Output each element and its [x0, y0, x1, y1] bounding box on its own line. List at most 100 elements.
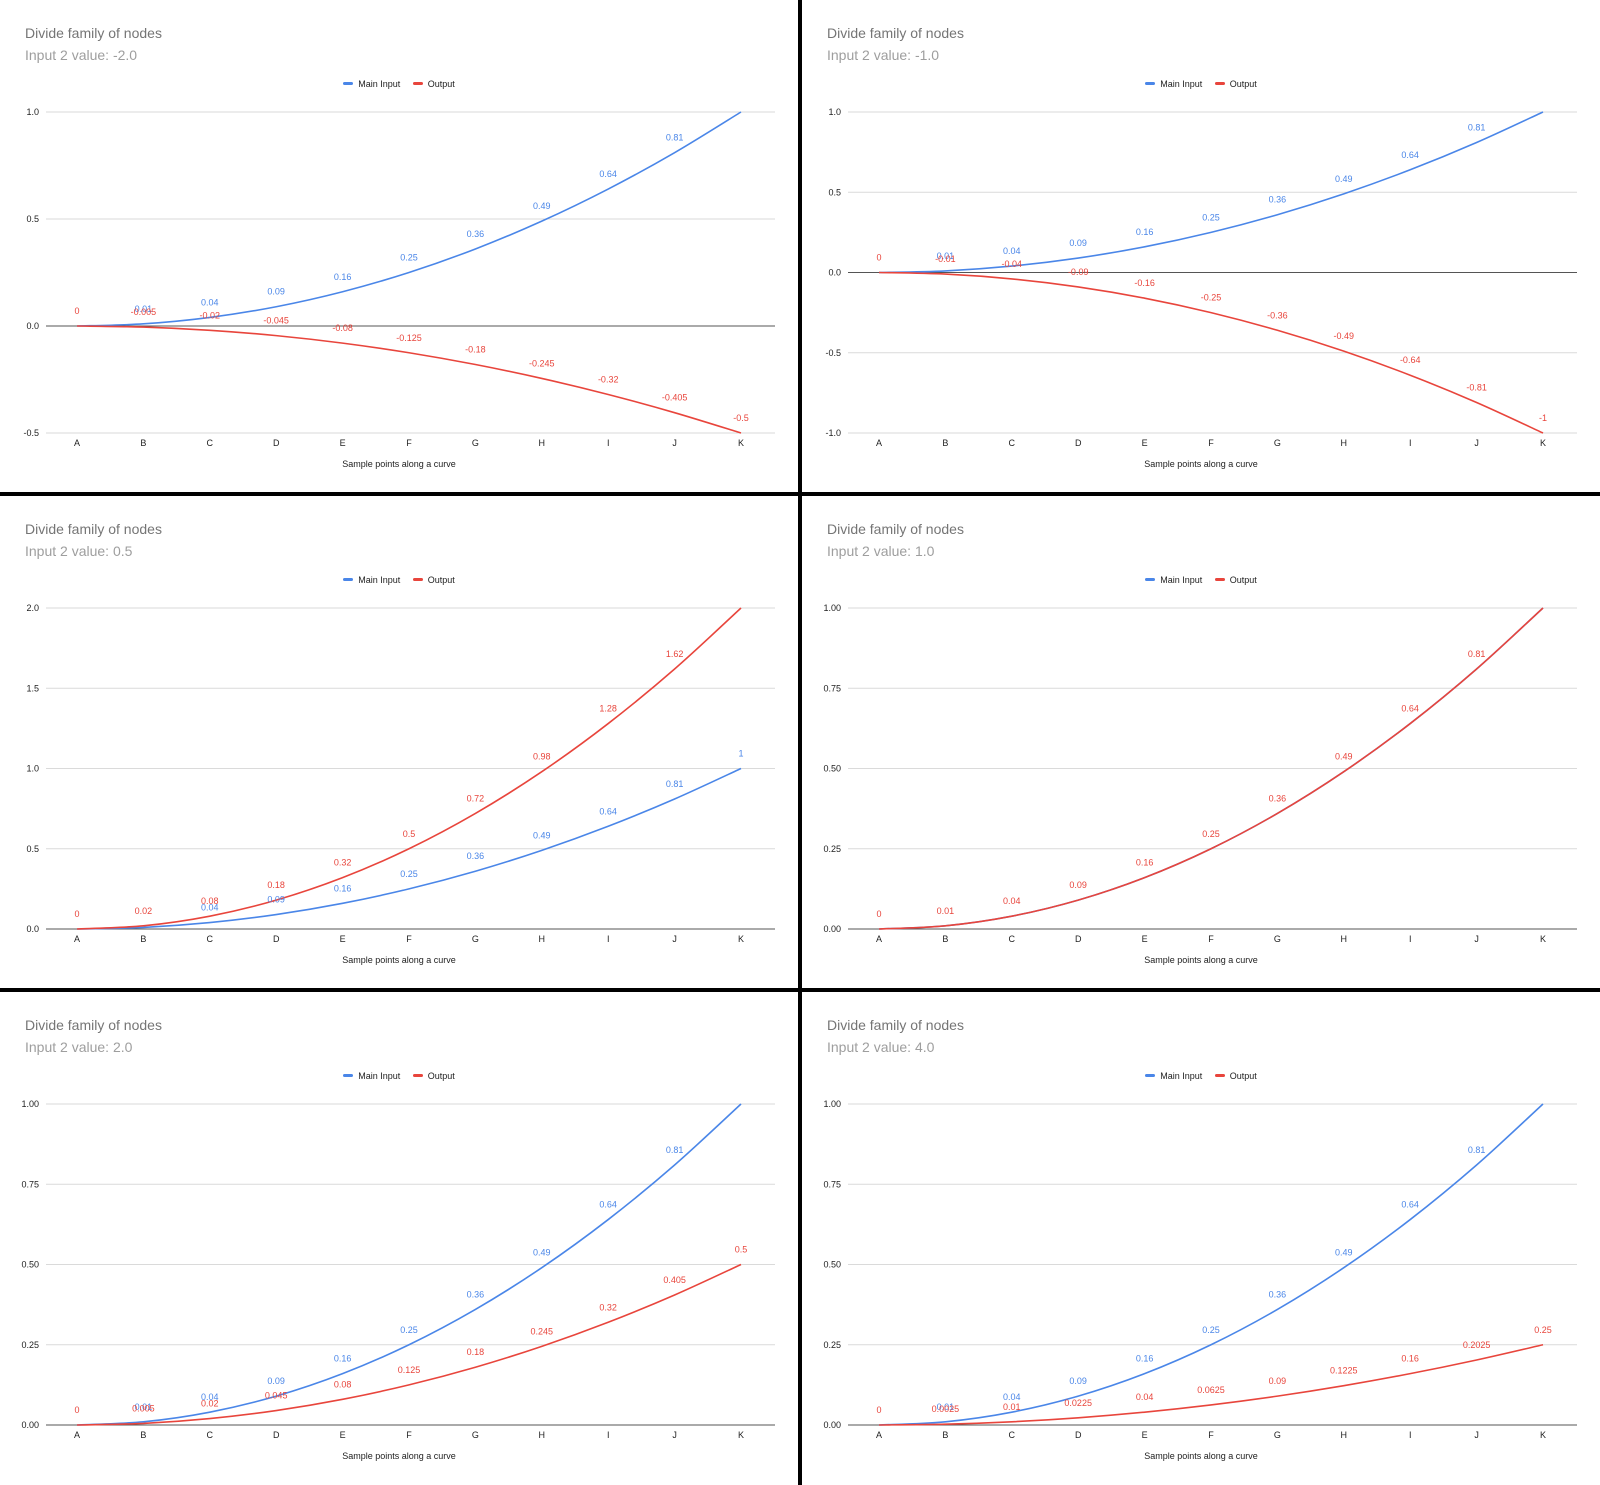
data-label-output: 0.16 — [1136, 858, 1154, 868]
legend-label-main-input: Main Input — [1160, 574, 1203, 585]
x-axis-label: Sample points along a curve — [342, 459, 456, 469]
x-tick-label: K — [738, 934, 744, 944]
chart-title: Divide family of nodes — [827, 25, 964, 41]
x-tick-label: D — [1075, 438, 1082, 448]
data-label-main-input: 0.25 — [1202, 212, 1220, 222]
x-tick-label: F — [1208, 934, 1214, 944]
chart-plot: 0.000.250.500.751.00A B C D E F G H I J K0.010.040… — [823, 1099, 1577, 1440]
data-label-main-input: 0.04 — [201, 297, 219, 307]
data-label-main-input: 0.04 — [201, 903, 219, 913]
x-tick-label: A — [876, 1430, 882, 1440]
data-label-main-input: 0.49 — [533, 830, 551, 840]
x-tick-label: G — [1274, 934, 1281, 944]
data-label-output: 0 — [876, 909, 881, 919]
chart-subtitle: Input 2 value: -1.0 — [827, 47, 940, 63]
data-label-main-input: 0.81 — [1468, 1145, 1486, 1155]
legend-label-output: Output — [1229, 574, 1257, 585]
legend-item-output: Output — [412, 79, 455, 89]
chart-panel-3: Divide family of nodes Input 2 value: 0.… — [0, 496, 798, 988]
chart-subtitle: Input 2 value: 2.0 — [25, 1039, 133, 1055]
data-label-output: 0.0225 — [1064, 1398, 1092, 1408]
data-label-main-input: 0.64 — [1401, 1200, 1419, 1210]
x-tick-label: A — [876, 934, 882, 944]
legend-swatch-output — [1214, 577, 1225, 581]
legend-label-main-input: Main Input — [358, 1070, 401, 1081]
data-label-output: 0.72 — [467, 793, 485, 803]
x-tick-label: H — [539, 934, 546, 944]
legend-item-output: Output — [1214, 574, 1257, 585]
legend-item-main-input: Main Input — [343, 79, 400, 89]
data-label-output: 0 — [74, 1405, 79, 1415]
data-label-output: -0.125 — [396, 333, 422, 343]
data-label-main-input: 0.09 — [267, 895, 285, 905]
x-tick-label: C — [207, 438, 214, 448]
y-tick-label: 1.00 — [21, 1099, 39, 1109]
x-tick-label: D — [273, 1430, 280, 1440]
data-label-main-input: 0.04 — [1003, 246, 1021, 256]
y-tick-label: 0.0 — [26, 924, 39, 934]
data-label-output: 0 — [876, 1405, 881, 1415]
data-label-main-input: 0.16 — [334, 1354, 352, 1364]
series-line-main-input — [76, 767, 742, 930]
x-tick-label: F — [406, 438, 412, 448]
legend-item-main-input: Main Input — [343, 575, 400, 585]
data-label-main-input: 0.04 — [1003, 1392, 1021, 1402]
data-label-main-input: 0.81 — [666, 1145, 684, 1155]
data-label-main-input: 0.25 — [1202, 1325, 1220, 1335]
x-tick-label: D — [273, 438, 280, 448]
data-label-output: 0.16 — [1401, 1354, 1419, 1364]
x-tick-label: B — [140, 438, 146, 448]
legend-label-output: Output — [1229, 1070, 1257, 1081]
y-tick-label: 0.75 — [823, 683, 841, 693]
data-label-main-input: 0.49 — [1335, 174, 1353, 184]
data-label-main-input: 0.16 — [1136, 227, 1154, 237]
legend-item-output: Output — [1214, 79, 1257, 89]
data-label-main-input: 0.49 — [533, 1248, 551, 1258]
data-label-main-input: 0.16 — [1136, 1354, 1154, 1364]
data-label-output: 0.0625 — [1197, 1385, 1225, 1395]
data-label-output: -0.405 — [662, 393, 688, 403]
x-tick-label: E — [340, 934, 346, 944]
legend-label-output: Output — [427, 1070, 455, 1081]
data-label-output: -1 — [1539, 413, 1547, 423]
data-label-output: -0.36 — [1267, 310, 1288, 320]
chart-panel-2: Divide family of nodes Input 2 value: -1… — [802, 0, 1600, 492]
x-tick-label: A — [74, 934, 80, 944]
legend-label-output: Output — [427, 574, 455, 585]
x-tick-label: C — [1009, 934, 1016, 944]
x-tick-label: I — [1409, 934, 1412, 944]
x-tick-label: A — [74, 1430, 80, 1440]
chart-title: Divide family of nodes — [25, 521, 162, 537]
y-tick-label: 1.0 — [26, 764, 39, 774]
legend-swatch-output — [412, 1073, 423, 1077]
x-tick-label: E — [340, 438, 346, 448]
series-line-output — [76, 607, 742, 930]
chart-plot: -1.0 -0.5 0.0 0.5 1.0 A B C D E F G H I J K 0.01 0.04 0.09… — [825, 107, 1577, 448]
y-tick-label: 0.75 — [21, 1179, 39, 1189]
x-tick-label: K — [1540, 934, 1546, 944]
x-tick-label: H — [539, 438, 546, 448]
x-tick-label: A — [74, 438, 80, 448]
x-tick-label: F — [406, 1430, 412, 1440]
legend-label-main-input: Main Input — [358, 574, 401, 585]
x-axis-label: Sample points along a curve — [1144, 459, 1258, 469]
series-line-output — [878, 607, 1544, 930]
legend-swatch-main-input — [343, 1073, 354, 1077]
data-label-output: -0.08 — [332, 323, 353, 333]
x-tick-label: G — [472, 438, 479, 448]
data-label-main-input: 0.04 — [201, 1392, 219, 1402]
data-label-main-input: 0.64 — [599, 806, 617, 816]
data-label-output: -0.09 — [1068, 267, 1089, 277]
data-label-output: -0.5 — [733, 413, 749, 423]
chart-subtitle: Input 2 value: -2.0 — [25, 47, 138, 63]
x-tick-label: I — [1409, 1430, 1412, 1440]
x-tick-label: K — [1540, 1430, 1546, 1440]
data-label-output: 0.98 — [533, 752, 551, 762]
x-tick-label: I — [607, 438, 610, 448]
legend-swatch-output — [1214, 81, 1225, 85]
data-label-output: 0.81 — [1468, 649, 1486, 659]
x-tick-label: K — [738, 1430, 744, 1440]
x-axis-label: Sample points along a curve — [1144, 1451, 1258, 1461]
x-tick-label: J — [672, 934, 677, 944]
series-line-output — [878, 271, 1544, 434]
